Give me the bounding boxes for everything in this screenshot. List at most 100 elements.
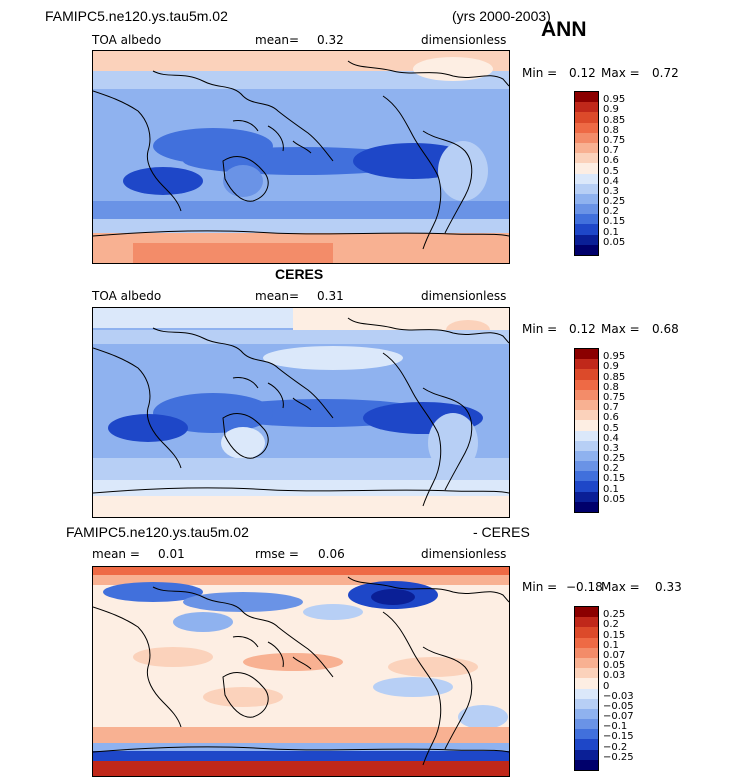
colorbar-tick-label: 0 bbox=[603, 680, 610, 692]
panel2-mean-value: 0.31 bbox=[317, 289, 344, 303]
panel3-min-value: −0.18 bbox=[566, 580, 603, 594]
panel2-colorbar bbox=[574, 348, 599, 513]
colorbar-swatch bbox=[575, 132, 598, 143]
panel3-units: dimensionless bbox=[421, 547, 507, 561]
colorbar-tick-label: 0.4 bbox=[603, 175, 619, 187]
colorbar-swatch bbox=[575, 359, 598, 370]
panel1-colorbar-ticks: 0.95 0.9 0.85 0.8 0.75 0.7 0.6 0.5 0.4 0.3 0.25 0.2… bbox=[603, 91, 643, 254]
colorbar-swatch bbox=[575, 481, 598, 492]
panel1-max-value: 0.72 bbox=[652, 66, 679, 80]
colorbar-tick-label: 0.85 bbox=[603, 371, 626, 383]
colorbar-swatch bbox=[575, 410, 598, 421]
panel2-min-value: 0.12 bbox=[569, 322, 596, 336]
colorbar-swatch bbox=[575, 204, 598, 215]
colorbar-tick-label: 0.07 bbox=[603, 649, 626, 661]
colorbar-tick-label: 0.85 bbox=[603, 114, 626, 126]
panel1-min-label: Min = bbox=[522, 66, 558, 80]
colorbar-tick-label: 0.05 bbox=[603, 493, 626, 505]
colorbar-tick-label: 0.95 bbox=[603, 94, 626, 106]
colorbar-tick-label: 0.05 bbox=[603, 660, 626, 672]
colorbar-swatch bbox=[575, 657, 598, 669]
colorbar-swatch bbox=[575, 163, 598, 174]
colorbar-swatch bbox=[575, 193, 598, 205]
colorbar-tick-label: 0.2 bbox=[603, 206, 619, 218]
colorbar-tick-label: 0.3 bbox=[603, 442, 619, 454]
colorbar-swatch bbox=[575, 399, 598, 411]
colorbar-tick-label: 0.1 bbox=[603, 226, 619, 238]
colorbar-tick-label: 0.1 bbox=[603, 639, 619, 651]
colorbar-tick-label: −0.05 bbox=[603, 700, 634, 712]
colorbar-tick-label: 0.7 bbox=[603, 145, 619, 157]
panel3-title-left: FAMIPC5.ne120.ys.tau5m.02 bbox=[66, 524, 249, 540]
colorbar-swatch bbox=[575, 501, 598, 512]
colorbar-tick-label: 0.05 bbox=[603, 236, 626, 248]
panel1-max-label: Max = bbox=[601, 66, 640, 80]
panel3-rmse-label: rmse = bbox=[255, 547, 299, 561]
colorbar-tick-label: 0.25 bbox=[603, 196, 626, 208]
colorbar-tick-label: 0.9 bbox=[603, 104, 619, 116]
colorbar-tick-label: 0.2 bbox=[603, 619, 619, 631]
colorbar-swatch bbox=[575, 183, 598, 194]
panel2-min-label: Min = bbox=[522, 322, 558, 336]
colorbar-tick-label: 0.4 bbox=[603, 432, 619, 444]
colorbar-tick-label: 0.9 bbox=[603, 361, 619, 373]
panel2-map bbox=[92, 307, 510, 518]
colorbar-swatch bbox=[575, 153, 598, 164]
panel3-map bbox=[92, 566, 510, 777]
colorbar-tick-label: 0.03 bbox=[603, 670, 626, 682]
colorbar-swatch bbox=[575, 369, 598, 380]
colorbar-tick-label: 0.25 bbox=[603, 609, 626, 621]
colorbar-swatch bbox=[575, 678, 598, 689]
colorbar-swatch bbox=[575, 450, 598, 462]
panel3-colorbar bbox=[574, 606, 599, 771]
panel3-colorbar-ticks: 0.25 0.2 0.15 0.1 0.07 0.05 0.03 0 −0.03 −0.05 −0.… bbox=[603, 606, 643, 769]
colorbar-swatch bbox=[575, 440, 598, 451]
colorbar-swatch bbox=[575, 647, 598, 658]
panel1-mean-value: 0.32 bbox=[317, 33, 344, 47]
colorbar-swatch bbox=[575, 349, 598, 360]
colorbar-tick-label: 0.8 bbox=[603, 124, 619, 136]
colorbar-swatch bbox=[575, 234, 598, 245]
colorbar-swatch bbox=[575, 112, 598, 123]
colorbar-tick-label: 0.15 bbox=[603, 473, 626, 485]
colorbar-tick-label: 0.15 bbox=[603, 629, 626, 641]
colorbar-swatch bbox=[575, 759, 598, 770]
colorbar-swatch bbox=[575, 389, 598, 400]
panel2-title: CERES bbox=[275, 266, 324, 282]
colorbar-swatch bbox=[575, 224, 598, 235]
panel1-mean-label: mean= bbox=[255, 33, 300, 47]
colorbar-swatch bbox=[575, 729, 598, 740]
colorbar-swatch bbox=[575, 637, 598, 648]
colorbar-swatch bbox=[575, 749, 598, 760]
panel3-mean-label: mean = bbox=[92, 547, 140, 561]
colorbar-swatch bbox=[575, 214, 598, 225]
colorbar-tick-label: 0.8 bbox=[603, 381, 619, 393]
colorbar-swatch bbox=[575, 102, 598, 113]
colorbar-swatch bbox=[575, 719, 598, 730]
colorbar-tick-label: 0.2 bbox=[603, 463, 619, 475]
panel3-max-value: 0.33 bbox=[655, 580, 682, 594]
colorbar-swatch bbox=[575, 668, 598, 679]
colorbar-swatch bbox=[575, 698, 598, 709]
colorbar-tick-label: 0.5 bbox=[603, 422, 619, 434]
panel3-rmse-value: 0.06 bbox=[318, 547, 345, 561]
panel2-mean-label: mean= bbox=[255, 289, 300, 303]
panel2-variable: TOA albedo bbox=[92, 289, 162, 303]
panel2-max-label: Max = bbox=[601, 322, 640, 336]
colorbar-swatch bbox=[575, 708, 598, 720]
colorbar-swatch bbox=[575, 461, 598, 472]
colorbar-swatch bbox=[575, 244, 598, 255]
panel1-units: dimensionless bbox=[421, 33, 507, 47]
colorbar-swatch bbox=[575, 688, 598, 699]
colorbar-tick-label: 0.75 bbox=[603, 134, 626, 146]
colorbar-swatch bbox=[575, 430, 598, 441]
panel2-units: dimensionless bbox=[421, 289, 507, 303]
colorbar-tick-label: 0.5 bbox=[603, 165, 619, 177]
colorbar-tick-label: −0.03 bbox=[603, 690, 634, 702]
years-label: (yrs 2000-2003) bbox=[452, 8, 551, 24]
panel1-map bbox=[92, 50, 510, 264]
colorbar-swatch bbox=[575, 142, 598, 154]
colorbar-swatch bbox=[575, 491, 598, 502]
panel3-min-label: Min = bbox=[522, 580, 558, 594]
colorbar-tick-label: 0.15 bbox=[603, 216, 626, 228]
